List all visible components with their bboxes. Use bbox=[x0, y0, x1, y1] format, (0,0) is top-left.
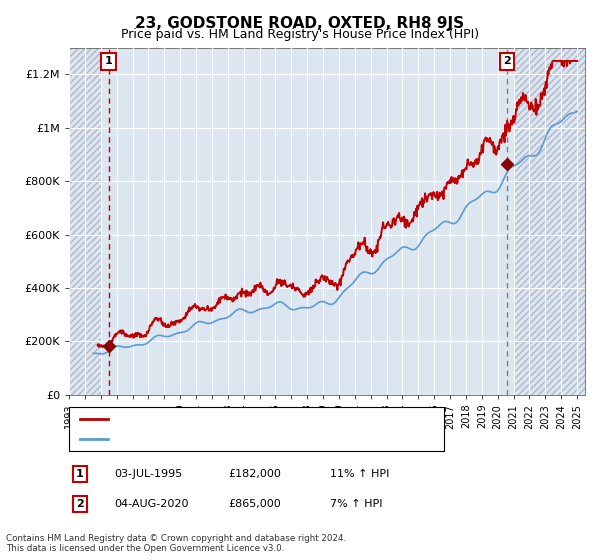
Bar bbox=[69, 48, 101, 395]
Text: 7% ↑ HPI: 7% ↑ HPI bbox=[330, 499, 383, 509]
Text: 23, GODSTONE ROAD, OXTED, RH8 9JS: 23, GODSTONE ROAD, OXTED, RH8 9JS bbox=[136, 16, 464, 31]
Bar bbox=[69, 48, 101, 395]
Bar bbox=[514, 48, 585, 395]
Text: 04-AUG-2020: 04-AUG-2020 bbox=[114, 499, 188, 509]
Bar bbox=[514, 48, 585, 395]
Text: HPI: Average price, detached house, Tandridge: HPI: Average price, detached house, Tand… bbox=[112, 434, 356, 444]
Text: Price paid vs. HM Land Registry's House Price Index (HPI): Price paid vs. HM Land Registry's House … bbox=[121, 28, 479, 41]
Text: 2: 2 bbox=[76, 499, 83, 509]
Text: £182,000: £182,000 bbox=[228, 469, 281, 479]
Text: Contains HM Land Registry data © Crown copyright and database right 2024.
This d: Contains HM Land Registry data © Crown c… bbox=[6, 534, 346, 553]
Text: 23, GODSTONE ROAD, OXTED, RH8 9JS (detached house): 23, GODSTONE ROAD, OXTED, RH8 9JS (detac… bbox=[112, 414, 410, 424]
Text: 1: 1 bbox=[76, 469, 83, 479]
Text: 03-JUL-1995: 03-JUL-1995 bbox=[114, 469, 182, 479]
Text: £865,000: £865,000 bbox=[228, 499, 281, 509]
Text: 11% ↑ HPI: 11% ↑ HPI bbox=[330, 469, 389, 479]
Text: 2: 2 bbox=[503, 57, 511, 67]
Text: 1: 1 bbox=[105, 57, 113, 67]
